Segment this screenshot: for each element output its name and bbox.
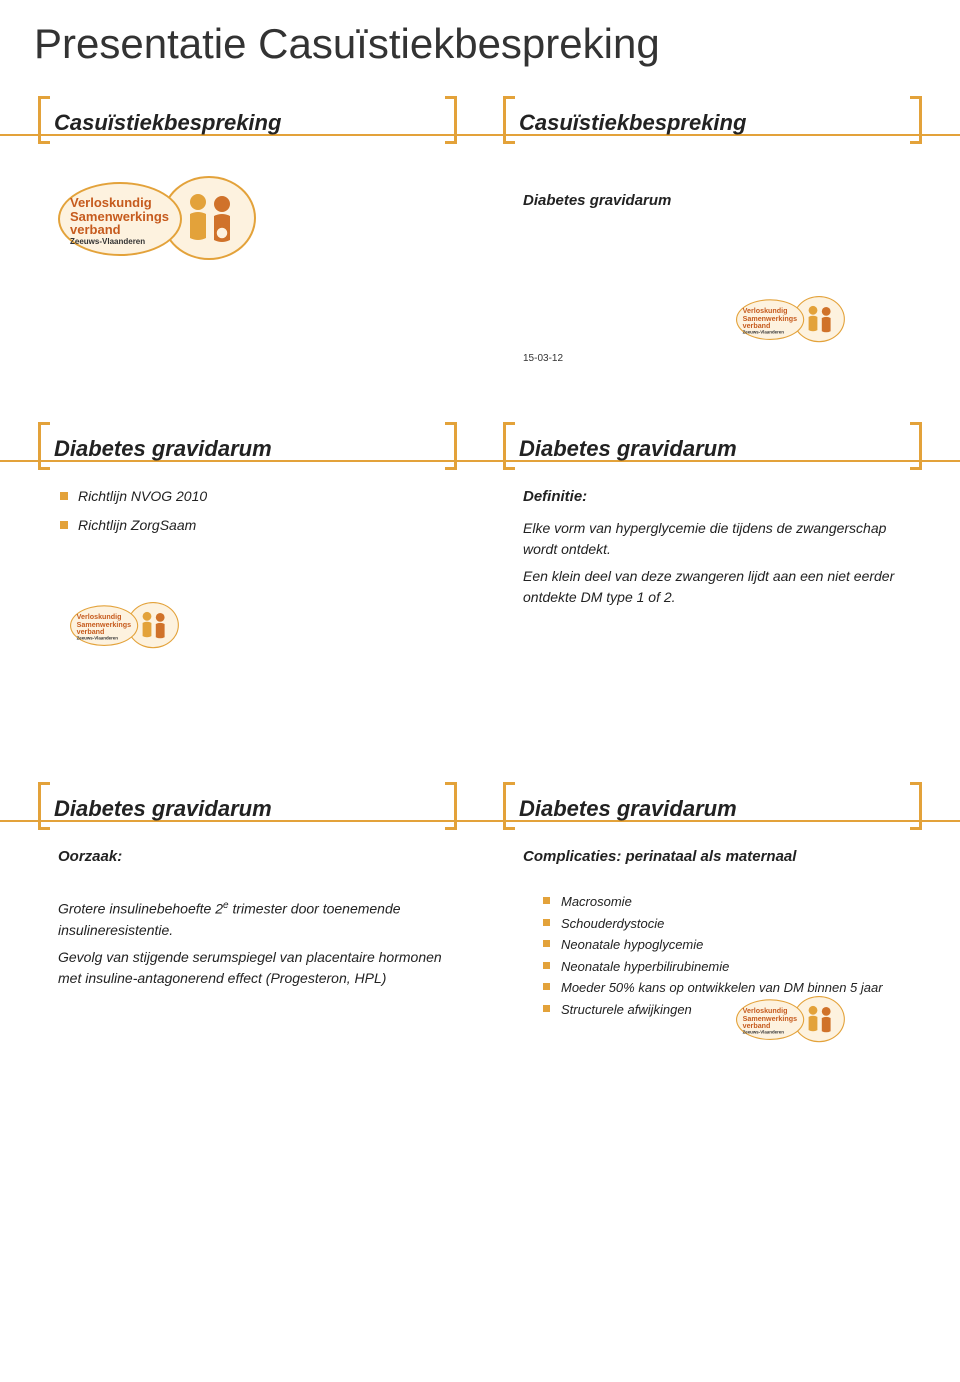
page-title: Presentatie Casuïstiekbespreking [0,0,960,78]
slide-6: Diabetes gravidarum Complicaties: perina… [495,764,930,1064]
slide-heading-wrap: Diabetes gravidarum [30,782,465,828]
slide-row-2: Diabetes gravidarum Richtlijn NVOG 2010 … [0,404,960,684]
slide-heading: Diabetes gravidarum [54,436,272,462]
slide-heading: Diabetes gravidarum [519,796,737,822]
people-icon [803,302,836,335]
list-item: Richtlijn NVOG 2010 [58,486,447,507]
slide-heading: Diabetes gravidarum [54,796,272,822]
vsv-logo: Verloskundig Samenwerkings verband Zeeuw… [736,996,846,1043]
slide-heading-wrap: Diabetes gravidarum [30,422,465,468]
slide-row-3: Diabetes gravidarum Oorzaak: Grotere ins… [0,764,960,1064]
bullet-list: Richtlijn NVOG 2010 Richtlijn ZorgSaam [58,486,447,536]
slide-5: Diabetes gravidarum Oorzaak: Grotere ins… [30,764,465,1064]
paragraph: Een klein deel van deze zwangeren lijdt … [523,566,912,608]
slide-heading: Diabetes gravidarum [519,436,737,462]
subtitle: Complicaties: perinataal als maternaal [523,846,912,869]
people-icon [180,188,240,248]
people-icon [803,1002,836,1035]
slide-heading-wrap: Casuïstiekbespreking [30,96,465,142]
subtitle: Definitie: [523,486,912,509]
vsv-logo: Verloskundig Samenwerkings verband Zeeuw… [736,296,846,343]
slide-heading: Casuïstiekbespreking [519,110,746,136]
subtitle: Diabetes gravidarum [523,190,912,213]
list-item: Richtlijn ZorgSaam [58,515,447,536]
paragraph: Gevolg van stijgende serumspiegel van pl… [58,947,447,989]
list-item: Schouderdystocie [541,914,912,934]
slide-heading-wrap: Diabetes gravidarum [495,782,930,828]
slide-1: Casuïstiekbespreking Verloskundig Samenw… [30,78,465,364]
slide-row-1: Casuïstiekbespreking Verloskundig Samenw… [0,78,960,364]
slide-3: Diabetes gravidarum Richtlijn NVOG 2010 … [30,404,465,684]
paragraph: Elke vorm van hyperglycemie die tijdens … [523,518,912,560]
subtitle: Oorzaak: [58,846,447,869]
slide-heading: Casuïstiekbespreking [54,110,281,136]
slide-heading-wrap: Casuïstiekbespreking [495,96,930,142]
paragraph: Grotere insulinebehoefte 2e trimester do… [58,898,447,941]
list-item: Macrosomie [541,892,912,912]
slide-2: Casuïstiekbespreking Diabetes gravidarum… [495,78,930,364]
list-item: Neonatale hyperbilirubinemie [541,957,912,977]
slide-heading-wrap: Diabetes gravidarum [495,422,930,468]
list-item: Neonatale hypoglycemie [541,935,912,955]
people-icon [137,608,170,641]
vsv-logo: Verloskundig Samenwerkings verband Zeeuw… [70,602,180,649]
slide-4: Diabetes gravidarum Definitie: Elke vorm… [495,404,930,684]
vsv-logo: Verloskundig Samenwerkings verband Zeeuw… [58,176,258,262]
